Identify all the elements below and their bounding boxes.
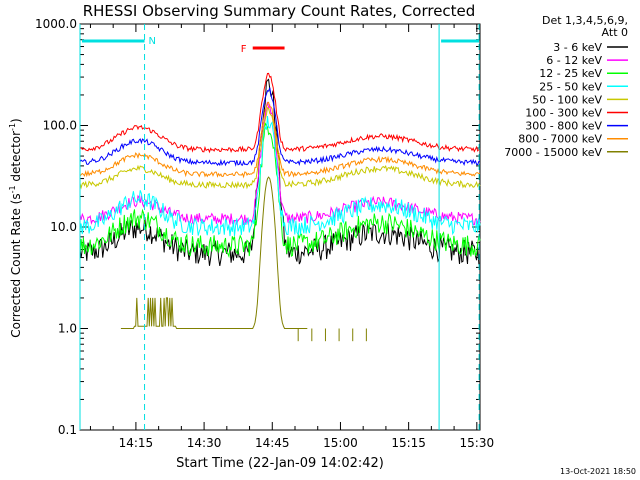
x-tick-label: 15:15 (391, 436, 426, 450)
series-line-7 (79, 101, 481, 179)
x-tick-label: 15:30 (460, 436, 495, 450)
x-tick-label: 14:45 (255, 436, 290, 450)
night-label: N (149, 36, 156, 47)
plot-axes: 0.1 1.0 10.0 100.0 1000.0 14:15 14:30 14:45 15:0… (35, 17, 494, 450)
y-tick-label: 0.1 (58, 423, 77, 437)
x-tick-label: 15:00 (323, 436, 358, 450)
legend-entry-label: 800 - 7000 keV (518, 133, 602, 146)
x-tick-label: 14:30 (187, 436, 222, 450)
legend-entry-label: 300 - 800 keV (525, 120, 602, 133)
flare-label: F (241, 44, 247, 55)
series-line-0 (79, 78, 481, 266)
legend-header-2: Att 0 (602, 26, 628, 39)
legend-header-1: Det 1,3,4,5,6,9, (542, 14, 628, 27)
chart-title: RHESSI Observing Summary Count Rates, Co… (83, 2, 476, 20)
x-tick-label: 14:15 (119, 436, 154, 450)
annotation-layer: NF (79, 24, 480, 430)
series-line-6 (79, 87, 480, 167)
legend-entry-label: 3 - 6 keV (553, 41, 602, 54)
y-tick-label: 1000.0 (35, 17, 77, 31)
y-axis-label: Corrected Count Rate (s-1 detector-1) (8, 118, 23, 337)
y-tick-label: 1.0 (58, 322, 77, 336)
legend-entry-label: 6 - 12 keV (546, 54, 602, 67)
series-line-4 (79, 106, 481, 190)
legend-entry-label: 25 - 50 keV (539, 80, 602, 93)
legend-entry-label: 12 - 25 keV (539, 67, 602, 80)
series-line-5 (79, 72, 481, 154)
legend-entry-label: 7000 - 15000 keV (504, 146, 602, 159)
series-layer (79, 72, 481, 342)
legend-entry-label: 50 - 100 keV (532, 93, 602, 106)
x-axis-label: Start Time (22-Jan-09 14:02:42) (176, 456, 384, 471)
series-line-8 (120, 176, 308, 329)
series-line-3 (79, 116, 481, 237)
footer-date: 13-Oct-2021 18:50 (560, 467, 636, 476)
y-tick-label: 10.0 (50, 220, 77, 234)
y-tick-label: 100.0 (43, 119, 77, 133)
legend-entry-label: 100 - 300 keV (525, 107, 602, 120)
